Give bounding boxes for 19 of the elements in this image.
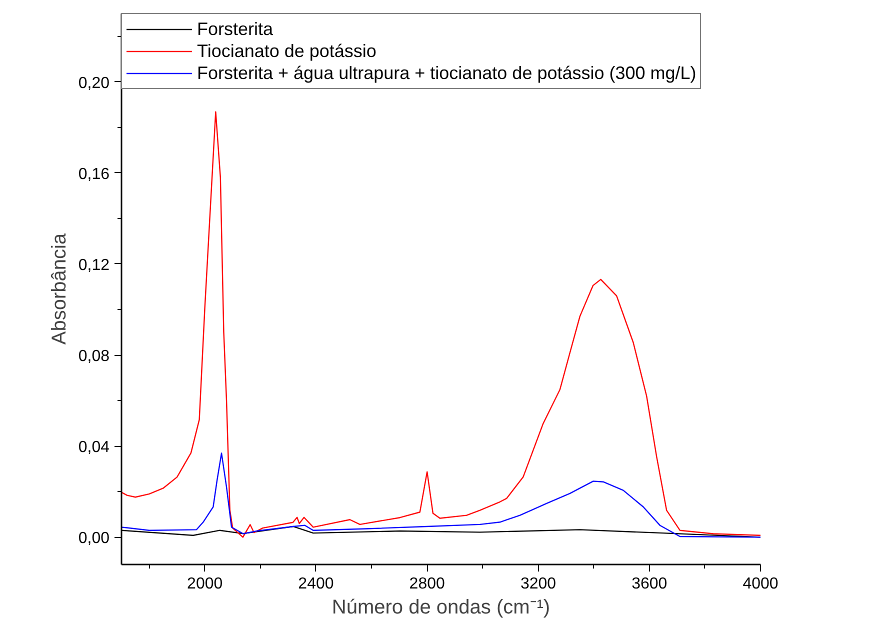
y-tick-label: 0,00 [78, 530, 110, 548]
line-series [122, 111, 760, 538]
y-tick-label: 0,20 [78, 74, 110, 92]
x-axis-title: Número de ondas (cm⁻¹) [332, 596, 550, 618]
line-series [122, 452, 760, 538]
legend-label: Tiocianato de potássio [197, 40, 376, 62]
y-tick-label: 0,16 [78, 166, 110, 183]
x-tick-label: 2800 [409, 576, 446, 592]
x-tick-label: 2400 [298, 576, 334, 592]
x-tick-label: 4000 [742, 576, 778, 592]
x-tick-label: 3200 [520, 576, 556, 592]
y-tick-label: 0,08 [78, 348, 110, 366]
y-axis-title: Absorbância [48, 232, 70, 345]
x-tick-label: 3600 [632, 576, 668, 592]
legend-label: Forsterita + água ultrapura + tiocianato de potássio (300 mg/L) [197, 62, 696, 84]
y-tick-label: 0,04 [78, 439, 110, 456]
legend-label: Forsterita [197, 18, 274, 40]
x-tick-label: 2000 [187, 576, 223, 592]
y-tick-label: 0,12 [78, 256, 110, 274]
